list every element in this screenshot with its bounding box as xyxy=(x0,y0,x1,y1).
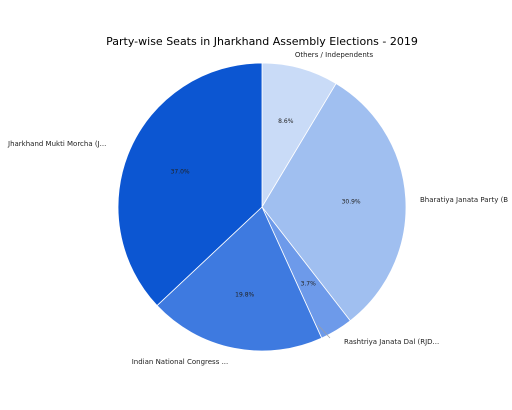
leader-lines xyxy=(317,324,331,339)
category-labels: Others / Independents Bharatiya Janata Pa… xyxy=(7,51,508,366)
pie-slice-jharkhand-mukti-morcha-j xyxy=(117,62,263,307)
chart-title: Party-wise Seats in Jharkhand Assembly E… xyxy=(106,35,418,48)
pie-slice-indian-national-congress xyxy=(156,206,323,352)
slice-value-label: 3.7% xyxy=(301,280,317,287)
pie-slice-bharatiya-janata-party-b xyxy=(261,82,407,322)
slice-value-label: 37.0% xyxy=(171,169,190,176)
slice-value-label: 30.9% xyxy=(342,199,361,206)
pie-slices xyxy=(117,62,407,352)
slice-value-labels: 8.6% 30.9% 3.7% 19.8% 37.0% xyxy=(171,118,361,299)
slice-value-label: 8.6% xyxy=(278,118,294,125)
category-label: Indian National Congress ... xyxy=(132,358,229,366)
slice-value-label: 19.8% xyxy=(235,292,254,299)
category-label: Rashtriya Janata Dal (RJD... xyxy=(344,338,439,346)
leader-line xyxy=(317,324,331,339)
category-label: Others / Independents xyxy=(295,51,374,59)
category-label: Jharkhand Mukti Morcha (J... xyxy=(7,140,106,148)
category-label: Bharatiya Janata Party (B xyxy=(420,196,508,204)
